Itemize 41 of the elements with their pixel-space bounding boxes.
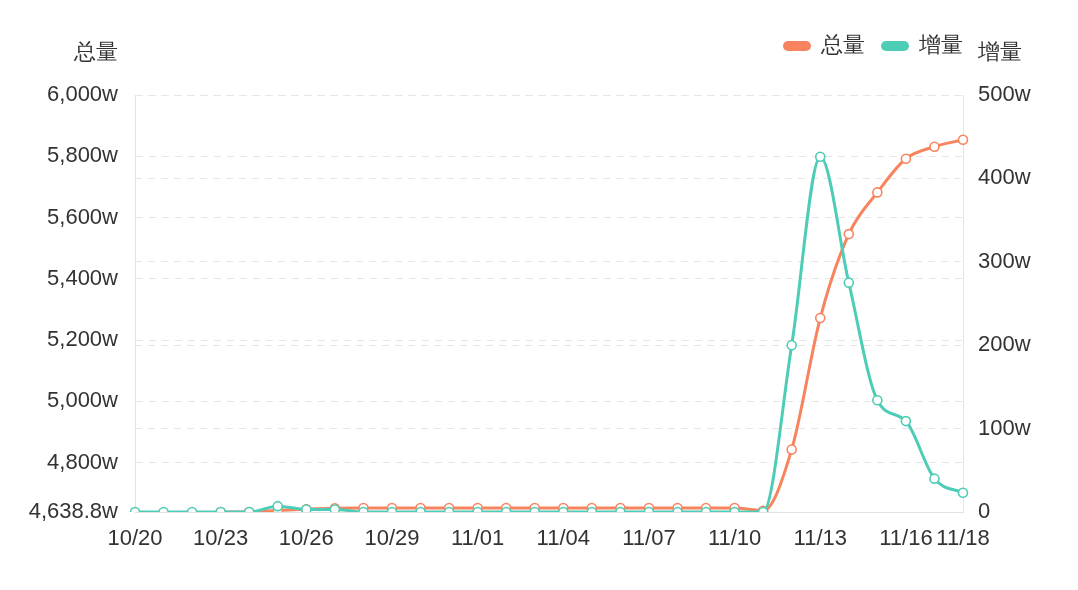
point [786,339,797,351]
y2-tick-label: 200w [978,331,1031,357]
x-tick-label: 10/29 [364,525,420,551]
y-tick-label: 6,000w [47,81,119,107]
point [814,312,826,324]
point [814,151,826,163]
point [900,153,912,165]
x-tick-label: 11/10 [707,525,762,551]
y2-tick-label: 0 [978,498,991,524]
point [957,134,969,146]
point [900,415,912,427]
x-tick-label: 10/26 [278,525,334,551]
y-tick-label: 4,638.8w [28,498,119,524]
x-tick-label: 11/13 [793,525,847,551]
y-tick-label: 5,400w [47,264,119,290]
y-tick-label: 4,800w [47,448,119,474]
y2-tick-label: 400w [978,164,1031,190]
x-tick-label: 10/23 [193,525,249,551]
y2-tick-label: 500w [978,81,1031,107]
x-tick-label: 11/04 [536,525,590,551]
point [872,187,883,198]
y2-tick-label: 300w [978,247,1031,273]
x-tick-label: 11/01 [450,525,505,551]
y-tick-label: 5,000w [47,387,119,413]
y-axis-title: 总量 [73,39,118,65]
point [929,141,940,153]
y2-tick-label: 100w [978,414,1031,440]
point [843,277,855,288]
x-tick-label: 11/16 [879,525,933,551]
point [872,394,883,406]
legend-label: 总量 [820,32,865,58]
y-tick-label: 5,200w [47,326,119,352]
x-tick-label: 10/20 [107,525,163,551]
point [843,228,855,240]
y-tick-label: 5,800w [47,142,119,168]
x-tick-label: 11/18 [936,525,990,551]
legend-label: 增量 [918,32,963,58]
y-tick-label: 5,600w [47,203,119,229]
x-tick-label: 11/07 [622,525,676,551]
y2-axis-title: 增量 [977,39,1022,65]
point [786,444,797,455]
